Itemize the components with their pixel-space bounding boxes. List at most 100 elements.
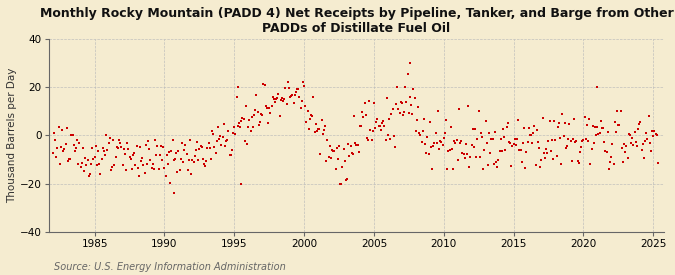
Point bbox=[412, 105, 423, 109]
Point bbox=[512, 137, 522, 141]
Point bbox=[351, 143, 362, 147]
Point bbox=[380, 138, 391, 142]
Point bbox=[541, 147, 551, 152]
Point bbox=[128, 153, 138, 157]
Point bbox=[516, 159, 527, 164]
Point bbox=[73, 161, 84, 166]
Point bbox=[583, 139, 593, 143]
Point bbox=[480, 119, 491, 123]
Point bbox=[185, 138, 196, 142]
Point bbox=[418, 117, 429, 121]
Point bbox=[251, 93, 262, 97]
Point bbox=[354, 150, 364, 155]
Point bbox=[321, 159, 331, 163]
Point bbox=[505, 141, 516, 145]
Point bbox=[456, 139, 466, 143]
Point bbox=[407, 111, 418, 116]
Point bbox=[130, 163, 141, 167]
Point bbox=[70, 149, 80, 153]
Point bbox=[313, 127, 323, 131]
Point bbox=[110, 155, 121, 159]
Point bbox=[286, 94, 297, 98]
Point bbox=[396, 100, 406, 104]
Point bbox=[210, 150, 221, 155]
Point bbox=[124, 155, 135, 159]
Point bbox=[578, 138, 589, 142]
Point bbox=[136, 159, 146, 163]
Point bbox=[520, 166, 531, 170]
Point bbox=[236, 119, 246, 123]
Point bbox=[340, 159, 350, 164]
Point bbox=[250, 108, 261, 112]
Point bbox=[383, 117, 394, 122]
Point bbox=[227, 148, 238, 152]
Point bbox=[584, 117, 595, 122]
Point bbox=[167, 138, 178, 142]
Point bbox=[211, 139, 222, 143]
Point bbox=[282, 80, 293, 84]
Point bbox=[277, 96, 288, 100]
Point bbox=[76, 161, 87, 166]
Point bbox=[243, 125, 254, 129]
Point bbox=[362, 138, 373, 142]
Point bbox=[137, 156, 148, 161]
Point bbox=[221, 139, 232, 143]
Point bbox=[632, 144, 643, 149]
Point bbox=[332, 157, 343, 161]
Point bbox=[134, 145, 145, 149]
Point bbox=[430, 130, 441, 135]
Point bbox=[396, 101, 407, 105]
Point bbox=[518, 141, 529, 145]
Point bbox=[589, 125, 600, 129]
Point bbox=[172, 169, 183, 174]
Point bbox=[479, 148, 490, 152]
Point bbox=[80, 156, 90, 161]
Point bbox=[151, 153, 162, 158]
Point bbox=[271, 97, 281, 101]
Point bbox=[252, 109, 263, 114]
Point bbox=[439, 131, 450, 136]
Point bbox=[242, 142, 252, 146]
Point bbox=[202, 146, 213, 151]
Point bbox=[188, 160, 199, 165]
Point bbox=[75, 164, 86, 169]
Point bbox=[216, 143, 227, 147]
Point bbox=[320, 124, 331, 128]
Point bbox=[370, 126, 381, 131]
Point bbox=[47, 151, 58, 155]
Point bbox=[292, 87, 302, 91]
Point bbox=[352, 142, 363, 147]
Point bbox=[533, 139, 543, 144]
Point bbox=[436, 140, 447, 144]
Point bbox=[620, 150, 630, 154]
Point bbox=[322, 138, 333, 142]
Point bbox=[198, 157, 209, 161]
Point bbox=[571, 139, 582, 143]
Point bbox=[329, 149, 340, 153]
Point bbox=[618, 160, 628, 164]
Point bbox=[415, 133, 426, 137]
Point bbox=[244, 118, 254, 122]
Point bbox=[615, 109, 626, 114]
Point bbox=[308, 95, 319, 100]
Point bbox=[451, 138, 462, 142]
Point bbox=[560, 146, 571, 150]
Point bbox=[126, 157, 136, 161]
Point bbox=[337, 165, 348, 169]
Point bbox=[215, 134, 225, 138]
Point bbox=[284, 86, 294, 91]
Point bbox=[307, 114, 318, 119]
Point bbox=[636, 147, 647, 152]
Point bbox=[425, 120, 435, 124]
Point bbox=[121, 168, 132, 172]
Point bbox=[557, 112, 568, 117]
Point bbox=[192, 139, 202, 144]
Point bbox=[219, 122, 230, 126]
Point bbox=[459, 156, 470, 161]
Point bbox=[404, 111, 414, 115]
Point bbox=[494, 149, 505, 153]
Point bbox=[409, 96, 420, 100]
Point bbox=[457, 151, 468, 155]
Point bbox=[86, 162, 97, 166]
Point bbox=[622, 156, 633, 160]
